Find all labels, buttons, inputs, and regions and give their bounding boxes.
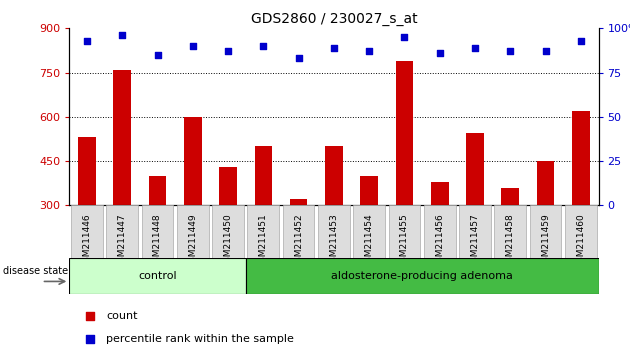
Text: GSM211457: GSM211457	[471, 213, 479, 268]
Bar	[396, 61, 413, 205]
Point	[541, 48, 551, 54]
FancyBboxPatch shape	[353, 205, 385, 258]
Bar	[360, 176, 378, 205]
Point	[86, 336, 96, 342]
Text: GSM211456: GSM211456	[435, 213, 444, 268]
FancyBboxPatch shape	[459, 205, 491, 258]
FancyBboxPatch shape	[318, 205, 350, 258]
Bar	[184, 117, 202, 205]
Point	[399, 34, 410, 40]
Bar	[113, 70, 131, 205]
Text: GSM211451: GSM211451	[259, 213, 268, 268]
Bar	[537, 161, 554, 205]
Point	[435, 50, 445, 56]
FancyBboxPatch shape	[495, 205, 526, 258]
Text: GSM211458: GSM211458	[506, 213, 515, 268]
Bar	[325, 146, 343, 205]
Point	[258, 43, 268, 49]
FancyBboxPatch shape	[248, 205, 279, 258]
FancyBboxPatch shape	[69, 258, 246, 294]
Point	[470, 45, 480, 51]
Text: aldosterone-producing adenoma: aldosterone-producing adenoma	[331, 271, 513, 281]
Point	[82, 38, 92, 44]
Point	[152, 52, 163, 58]
FancyBboxPatch shape	[71, 205, 103, 258]
Bar	[572, 111, 590, 205]
Bar	[290, 199, 307, 205]
Text: count: count	[106, 311, 138, 321]
Title: GDS2860 / 230027_s_at: GDS2860 / 230027_s_at	[251, 12, 417, 26]
Point	[329, 45, 339, 51]
Text: GSM211448: GSM211448	[153, 213, 162, 268]
FancyBboxPatch shape	[177, 205, 209, 258]
FancyBboxPatch shape	[283, 205, 314, 258]
Point	[505, 48, 515, 54]
Bar	[219, 167, 237, 205]
Bar	[466, 133, 484, 205]
FancyBboxPatch shape	[212, 205, 244, 258]
Bar	[431, 182, 449, 205]
Point	[188, 43, 198, 49]
FancyBboxPatch shape	[142, 205, 173, 258]
Text: GSM211446: GSM211446	[83, 213, 91, 268]
Bar	[255, 146, 272, 205]
Text: GSM211460: GSM211460	[576, 213, 585, 268]
Text: GSM211447: GSM211447	[118, 213, 127, 268]
Text: GSM211459: GSM211459	[541, 213, 550, 268]
Text: control: control	[138, 271, 177, 281]
Point	[294, 56, 304, 61]
Text: percentile rank within the sample: percentile rank within the sample	[106, 334, 294, 344]
FancyBboxPatch shape	[246, 258, 598, 294]
FancyBboxPatch shape	[106, 205, 138, 258]
FancyBboxPatch shape	[424, 205, 455, 258]
Text: GSM211455: GSM211455	[400, 213, 409, 268]
Bar	[149, 176, 166, 205]
Text: GSM211449: GSM211449	[188, 213, 197, 268]
Text: GSM211452: GSM211452	[294, 213, 303, 268]
Text: GSM211450: GSM211450	[224, 213, 232, 268]
Point	[364, 48, 374, 54]
Text: disease state: disease state	[4, 266, 69, 276]
Bar	[501, 188, 519, 205]
FancyBboxPatch shape	[530, 205, 561, 258]
FancyBboxPatch shape	[389, 205, 420, 258]
Point	[86, 313, 96, 319]
Text: GSM211453: GSM211453	[329, 213, 338, 268]
Point	[117, 33, 127, 38]
FancyBboxPatch shape	[565, 205, 597, 258]
Text: GSM211454: GSM211454	[365, 213, 374, 268]
Point	[576, 38, 586, 44]
Bar	[78, 137, 96, 205]
Point	[223, 48, 233, 54]
